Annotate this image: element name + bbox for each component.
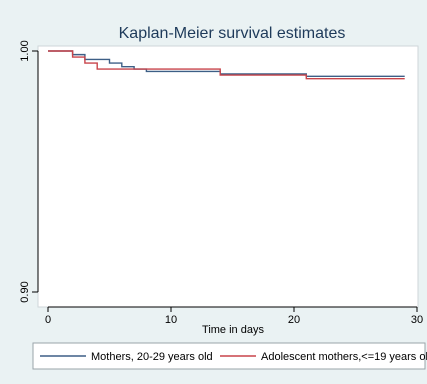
x-axis: 0 10 20 30: [45, 306, 423, 326]
x-axis-label: Time in days: [202, 324, 264, 336]
y-axis: 0.90 1.00: [19, 40, 39, 303]
legend-label-adolescent-mothers: Adolescent mothers,<=19 years old: [261, 351, 427, 363]
plot-area: [37, 45, 419, 308]
x-tick-label: 10: [165, 314, 177, 326]
x-tick-label: 0: [45, 314, 51, 326]
legend-label-mothers-20-29: Mothers, 20-29 years old: [91, 351, 213, 363]
x-tick-label: 20: [288, 314, 300, 326]
x-tick-label: 30: [411, 314, 423, 326]
y-tick-label: 1.00: [19, 40, 31, 61]
survival-curve-0: [48, 50, 405, 78]
legend: Mothers, 20-29 years old Adolescent moth…: [32, 342, 427, 370]
survival-curve-1: [48, 50, 405, 80]
chart-title: Kaplan-Meier survival estimates: [119, 25, 346, 42]
y-tick-label: 0.90: [19, 281, 31, 302]
series-layer: [48, 50, 405, 80]
